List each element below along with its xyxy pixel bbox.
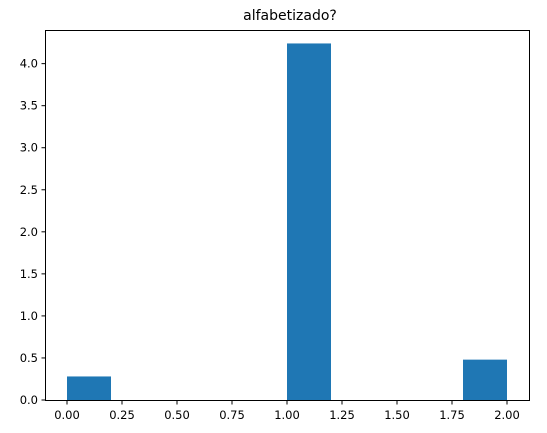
y-axis-ticks: 0.0 0.5 1.0 1.5 2.0 2.5 3.0 3.5 4.0 [20,57,46,407]
x-tick-label: 0.00 [54,408,80,422]
histogram-bar [287,43,331,401]
y-tick-label: 2.0 [20,225,38,239]
y-tick-label: 0.5 [20,351,38,365]
y-tick-label: 3.0 [20,141,38,155]
x-tick-label: 1.25 [329,408,355,422]
x-tick-label: 0.75 [219,408,245,422]
x-tick-label: 0.50 [164,408,190,422]
x-tick-label: 1.75 [439,408,465,422]
y-tick-label: 1.5 [20,267,38,281]
y-tick-label: 2.5 [20,183,38,197]
x-tick-label: 1.50 [384,408,410,422]
plot-frame [45,30,530,401]
x-axis-ticks: 0.00 0.25 0.50 0.75 1.00 1.25 1.50 1.75 2.00 [54,400,520,422]
y-tick-label: 0.0 [20,393,38,407]
y-tick-label: 3.5 [20,99,38,113]
histogram-bar [67,376,111,400]
bars-layer [67,43,507,401]
x-tick-label: 2.00 [494,408,520,422]
y-tick-label: 4.0 [20,57,38,71]
y-tick-label: 1.0 [20,309,38,323]
chart-title: alfabetizado? [243,8,337,24]
x-tick-label: 0.25 [109,408,135,422]
x-tick-label: 1.00 [274,408,300,422]
histogram-bar [463,359,507,400]
